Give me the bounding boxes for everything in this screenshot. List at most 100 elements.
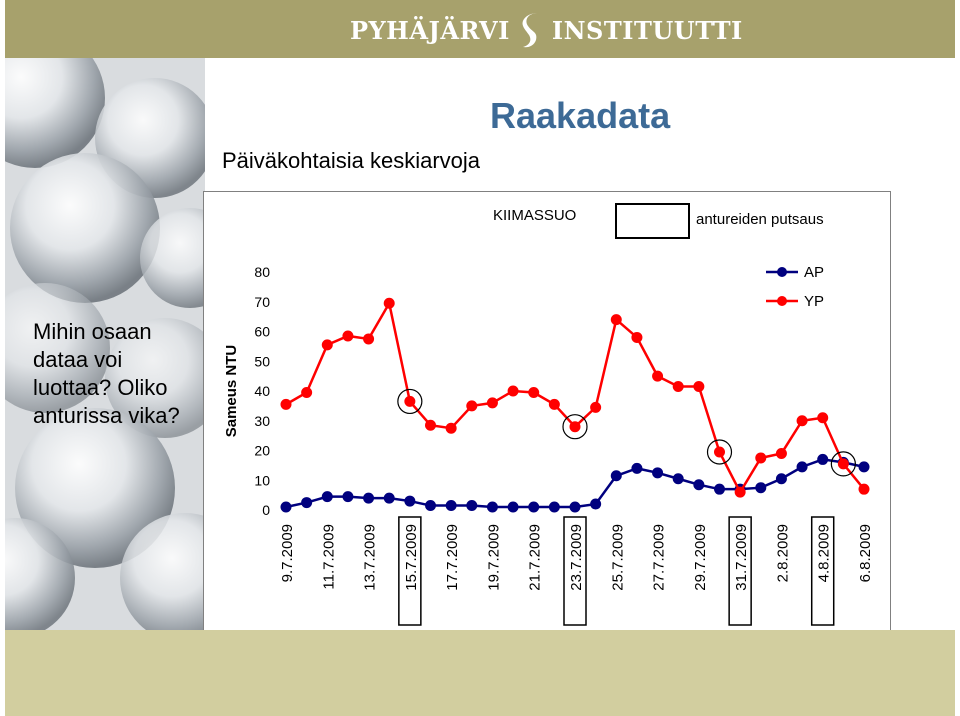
crystal-balls-photo: [5, 58, 205, 630]
data-point-yp: [404, 395, 416, 407]
cleaning-date-box: [810, 516, 835, 626]
data-point-yp: [714, 446, 725, 458]
data-point-yp: [652, 370, 664, 382]
data-point-ap: [342, 491, 354, 503]
data-point-ap: [858, 461, 870, 473]
y-tick-label: 70: [254, 294, 270, 310]
data-point-yp: [693, 381, 705, 393]
data-point-ap: [383, 492, 395, 504]
logo-text-left: PYHÄJÄRVI: [350, 15, 510, 45]
x-tick-label: 2.8.2009: [774, 524, 791, 582]
logo: PYHÄJÄRVI INSTITUUTTI: [350, 10, 743, 50]
cleaning-label: antureiden putsaus: [696, 211, 824, 228]
data-point-yp: [590, 401, 602, 413]
data-point-yp: [445, 422, 457, 434]
data-point-ap: [714, 483, 725, 495]
data-point-ap: [507, 501, 519, 513]
data-point-yp: [342, 330, 354, 342]
x-tick-label: 31.7.2009: [733, 524, 750, 591]
data-point-yp: [796, 415, 808, 427]
data-point-ap: [775, 473, 787, 485]
data-point-yp: [569, 421, 581, 433]
data-point-yp: [528, 386, 540, 398]
page-title: Raakadata: [490, 95, 671, 136]
data-point-yp: [672, 381, 684, 393]
data-point-yp: [383, 297, 395, 309]
data-point-ap: [590, 498, 602, 510]
data-point-ap: [569, 501, 581, 513]
header-band: [5, 0, 955, 58]
legend-marker-yp: [777, 296, 787, 306]
x-tick-label: 4.8.2009: [816, 524, 833, 582]
x-tick-label: 15.7.2009: [403, 524, 420, 591]
data-point-yp: [548, 398, 560, 410]
data-point-yp: [507, 385, 519, 397]
cleaning-legend-box: [615, 203, 690, 239]
turbidity-chart: 0 10 20 30 40 50 60 70 80 Sameus NTU 9.7.2009 11.7.…: [223, 264, 874, 626]
chart-container: 0 10 20 30 40 50 60 70 80 Sameus NTU 9.7.2009 11.7.…: [203, 191, 891, 639]
y-tick-label: 80: [254, 264, 270, 280]
data-point-ap: [486, 501, 498, 513]
site-label: KIIMASSUO: [493, 207, 577, 224]
x-tick-label: 13.7.2009: [362, 524, 379, 591]
data-point-ap: [610, 470, 622, 482]
data-point-ap: [466, 500, 478, 512]
cleaning-date-box: [728, 516, 752, 626]
legend-marker-ap: [777, 267, 787, 277]
highlight-circle: [562, 414, 588, 440]
x-tick-label: 23.7.2009: [568, 524, 585, 591]
x-tick-label: 17.7.2009: [444, 524, 461, 591]
y-tick-label: 20: [254, 443, 270, 459]
data-point-ap: [321, 491, 333, 503]
footer-band: [5, 630, 955, 716]
data-point-yp: [734, 486, 746, 498]
cleaning-date-box: [398, 516, 422, 626]
series-line-yp: [285, 299, 865, 495]
data-point-ap: [301, 497, 313, 509]
data-point-ap: [755, 482, 767, 494]
data-point-yp: [466, 400, 478, 412]
y-axis-title: Sameus NTU: [223, 345, 240, 438]
x-tick-label: 9.7.2009: [279, 524, 296, 582]
y-tick-label: 30: [254, 413, 270, 429]
x-tick-label: 6.8.2009: [857, 524, 874, 582]
logo-swirl-icon: [522, 13, 538, 48]
data-point-yp: [321, 339, 333, 351]
y-tick-label: 10: [254, 472, 270, 488]
data-point-ap: [280, 501, 292, 513]
highlight-circle: [397, 388, 423, 415]
data-point-yp: [425, 419, 436, 431]
data-point-ap: [652, 467, 664, 479]
data-point-ap: [528, 501, 540, 513]
data-point-yp: [301, 386, 313, 398]
x-tick-label: 25.7.2009: [609, 524, 626, 591]
data-point-yp: [610, 314, 622, 326]
x-tick-label: 11.7.2009: [320, 524, 337, 590]
data-point-ap: [548, 501, 560, 513]
data-point-yp: [280, 398, 292, 410]
data-point-yp: [363, 333, 375, 345]
data-point-ap: [404, 495, 416, 507]
highlight-circle: [706, 439, 733, 465]
data-point-ap: [796, 461, 808, 473]
x-tick-label: 27.7.2009: [651, 524, 668, 591]
data-point-yp: [631, 331, 643, 343]
y-tick-label: 40: [254, 383, 270, 399]
data-point-yp: [858, 483, 870, 495]
highlight-circle: [830, 451, 856, 477]
question-text: Mihin osaan dataa voi luottaa? Oliko ant…: [33, 319, 180, 428]
data-point-yp: [486, 397, 498, 409]
data-point-ap: [672, 473, 684, 485]
y-tick-label: 0: [262, 502, 270, 518]
data-point-ap: [425, 500, 436, 512]
x-tick-label: 21.7.2009: [527, 524, 544, 591]
data-point-ap: [817, 453, 829, 465]
legend-label-ap: AP: [804, 264, 824, 281]
data-point-yp: [817, 412, 829, 424]
data-point-ap: [445, 500, 457, 512]
y-tick-label: 60: [254, 324, 270, 340]
x-tick-label: 19.7.2009: [485, 524, 502, 591]
data-point-ap: [631, 462, 643, 474]
page-subtitle: Päiväkohtaisia keskiarvoja: [222, 148, 481, 173]
logo-text-right: INSTITUUTTI: [551, 15, 743, 45]
